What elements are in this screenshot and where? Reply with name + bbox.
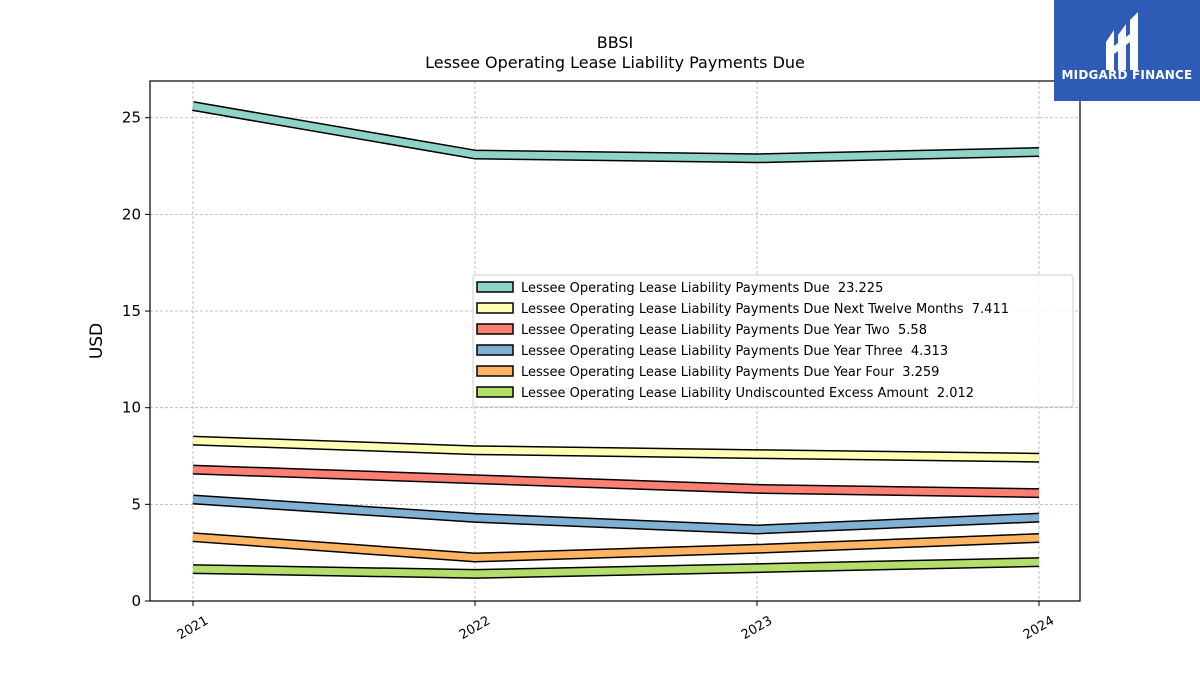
legend-label: Lessee Operating Lease Liability Payment… — [521, 344, 948, 359]
x-tick-label: 2021 — [175, 613, 211, 643]
legend-frame — [472, 274, 1074, 408]
x-axis: 2021 2022 2023 2024 — [175, 601, 1057, 643]
legend: Lessee Operating Lease Liability Payment… — [472, 274, 1074, 408]
plot-frame — [149, 80, 1081, 602]
series-line — [192, 437, 1040, 462]
chart-title: BBSI — [597, 33, 634, 52]
y-tick-label: 10 — [122, 399, 141, 417]
x-tick-label: 2022 — [457, 613, 493, 643]
legend-swatch — [476, 365, 514, 377]
y-axis: 0 5 10 15 20 25 — [122, 109, 150, 610]
logo-mark-icon — [1106, 12, 1138, 70]
chart-subtitle: Lessee Operating Lease Liability Payment… — [425, 53, 805, 72]
y-tick-label: 20 — [122, 205, 141, 223]
legend-label: Lessee Operating Lease Liability Payment… — [521, 365, 939, 380]
legend-swatch — [476, 344, 514, 356]
series-lines — [192, 101, 1040, 579]
midgard-finance-logo: MIDGARD FINANCE — [1054, 0, 1200, 101]
series-line — [192, 102, 1040, 162]
x-tick-label: 2024 — [1021, 613, 1057, 643]
series-line — [192, 558, 1040, 578]
y-tick-label: 5 — [131, 495, 141, 513]
legend-swatch — [476, 302, 514, 314]
logo-text: MIDGARD FINANCE — [1061, 68, 1193, 82]
y-tick-label: 25 — [122, 109, 141, 127]
legend-label: Lessee Operating Lease Liability Payment… — [521, 323, 927, 338]
legend-label: Lessee Operating Lease Liability Undisco… — [521, 386, 974, 401]
legend-swatch — [476, 386, 514, 398]
legend-label: Lessee Operating Lease Liability Payment… — [521, 281, 883, 296]
y-tick-label: 15 — [122, 302, 141, 320]
legend-swatch — [476, 323, 514, 335]
x-tick-label: 2023 — [739, 613, 775, 643]
legend-swatch — [476, 281, 514, 293]
series-line — [192, 496, 1040, 534]
y-tick-label: 0 — [131, 592, 141, 610]
series-line-outline — [192, 101, 1040, 164]
y-axis-label: USD — [87, 323, 107, 359]
legend-label: Lessee Operating Lease Liability Payment… — [521, 302, 1009, 317]
series-line — [192, 533, 1040, 562]
series-line — [192, 466, 1040, 497]
